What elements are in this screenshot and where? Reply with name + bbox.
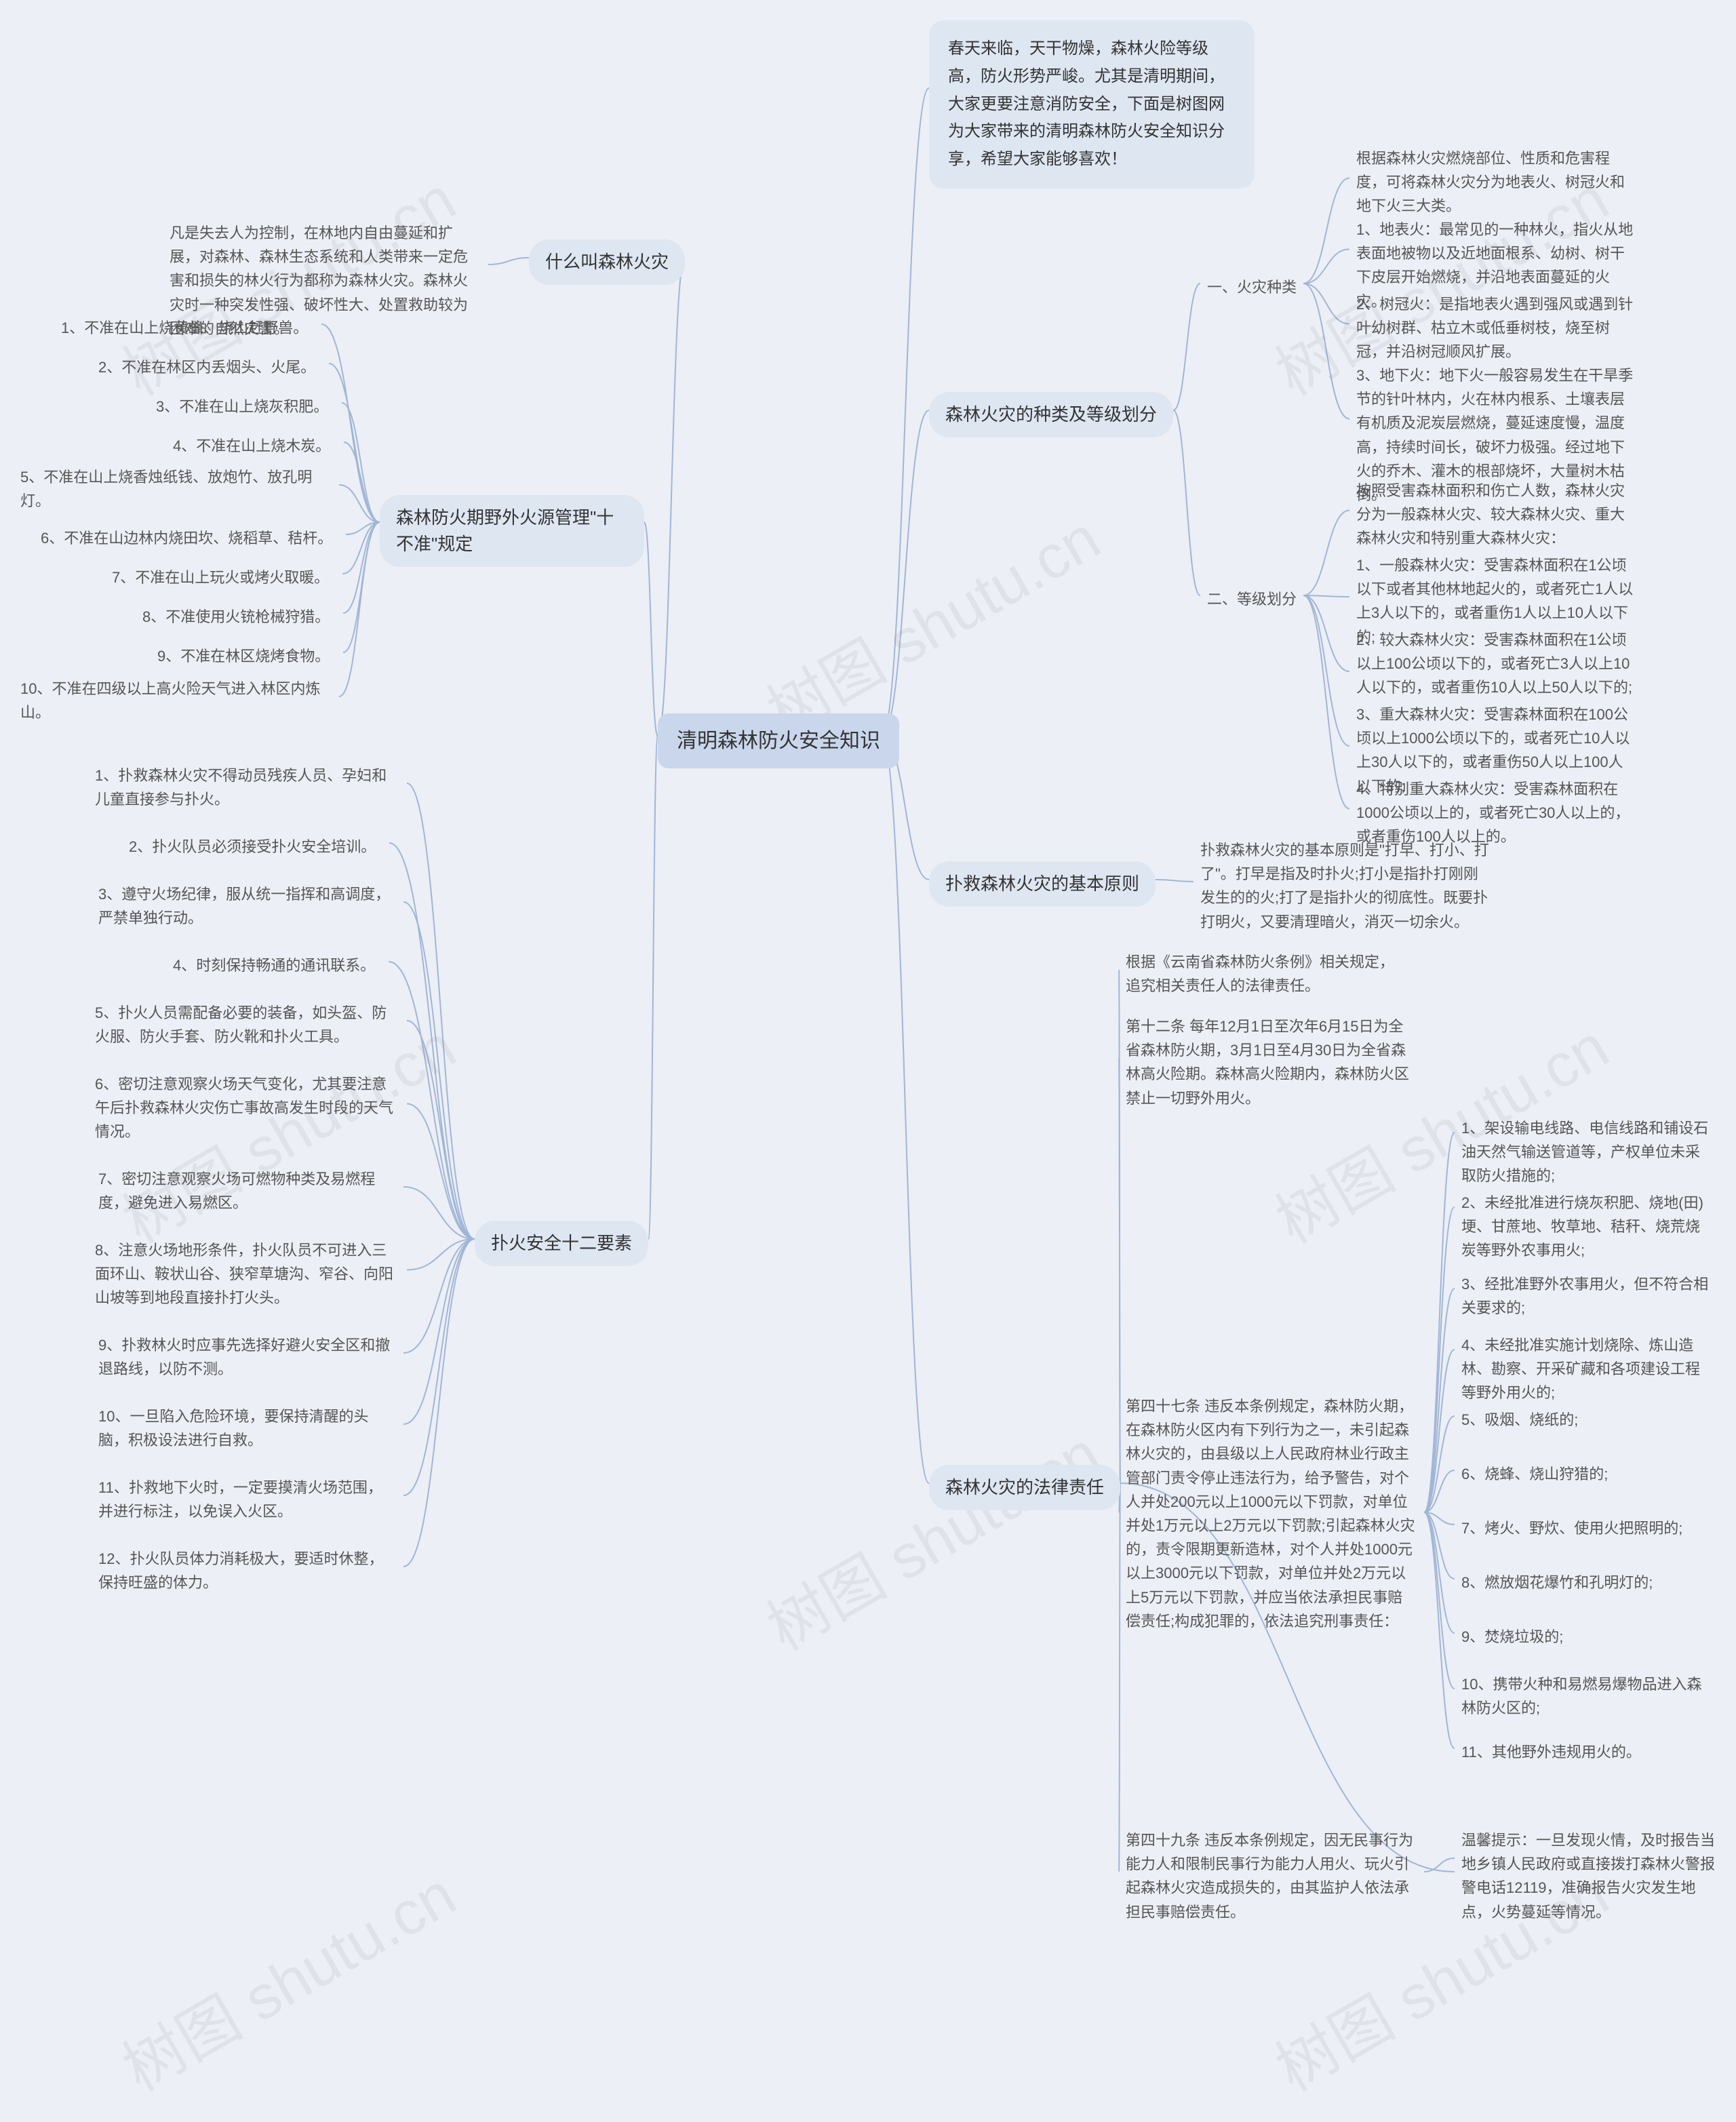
- leaf-b3-4: 5、扑火人员需配备必要的装备，如头盔、防火服、防火手套、防火靴和扑火工具。: [88, 997, 407, 1053]
- leaf-b6-1: 第十二条 每年12月1日至次年6月15日为全省森林防火期，3月1日至4月30日为…: [1119, 1010, 1424, 1114]
- leaf-b6-g2-6: 7、烤火、野炊、使用火把照明的;: [1455, 1512, 1689, 1544]
- leaf-b6-g2-9: 10、携带火种和易燃易爆物品进入森林防火区的;: [1455, 1668, 1719, 1724]
- leaf-b2-3: 4、不准在山上烧木炭。: [166, 430, 337, 462]
- leaf-b3-5: 6、密切注意观察火场天气变化，尤其要注意午后扑救森林火灾伤亡事故高发生时段的天气…: [88, 1068, 407, 1148]
- leaf-b3-6: 7、密切注意观察火场可燃物种类及易燃程度，避免进入易燃区。: [92, 1163, 403, 1219]
- leaf-b3-9: 10、一旦陷入危险环境，要保持清醒的头脑，积极设法进行自救。: [92, 1400, 403, 1456]
- watermark: 树图 shutu.cn: [749, 1405, 1113, 1666]
- leaf-b2-4: 5、不准在山上烧香烛纸钱、放炮竹、放孔明灯。: [14, 461, 339, 517]
- leaf-b6-g2-0: 1、架设输电线路、电信线路和铺设石油天然气输送管道等，产权单位未采取防火措施的;: [1455, 1112, 1719, 1192]
- leaf-b2-6: 7、不准在山上玩火或烤火取暖。: [105, 562, 336, 593]
- leaf-b2-1: 2、不准在林区内丢烟头、火尾。: [92, 351, 322, 383]
- leaf-b6-g2-2: 3、经批准野外农事用火，但不符合相关要求的;: [1455, 1268, 1719, 1324]
- leaf-b2-5: 6、不准在山边林内烧田坎、烧稻草、秸杆。: [34, 522, 339, 554]
- leaf-b5-0: 扑救森林火灾的基本原则是"打早、打小、打了"。打早是指及时扑火;打小是指扑打刚刚…: [1194, 834, 1499, 938]
- leaf-b4-g1-0: 按照受害森林面积和伤亡人数，森林火灾分为一般森林火灾、较大森林火灾、重大森林火灾…: [1349, 475, 1641, 555]
- branch-b5: 扑救森林火灾的基本原则: [929, 861, 1156, 907]
- leaf-b3-3: 4、时刻保持畅通的通讯联系。: [166, 949, 382, 981]
- leaf-b6-3: 第四十九条 违反本条例规定，因无民事行为能力人和限制民事行为能力人用火、玩火引起…: [1119, 1824, 1424, 1928]
- leaf-b2-8: 9、不准在林区烧烤食物。: [151, 640, 336, 672]
- leaf-b6-g2: 第四十七条 违反本条例规定，森林防火期，在森林防火区内有下列行为之一，未引起森林…: [1119, 1390, 1424, 1637]
- branch-b3: 扑火安全十二要素: [475, 1221, 648, 1266]
- leaf-b4-g1-2: 2、较大森林火灾：受害森林面积在1公顷以上100公顷以下的，或者死亡3人以上10…: [1349, 624, 1641, 704]
- leaf-b3-2: 3、遵守火场纪律，服从统一指挥和高调度，严禁单独行动。: [92, 878, 403, 934]
- leaf-b4-g0-2: 2、树冠火：是指地表火遇到强风或遇到针叶幼树群、枯立木或低垂树枝，烧至树冠，并沿…: [1349, 288, 1641, 368]
- leaf-b6-g2-5: 6、烧蜂、烧山狩猎的;: [1455, 1458, 1615, 1490]
- branch-b1: 什么叫森林火灾: [529, 239, 685, 285]
- leaf-b3-1: 2、扑火队员必须接受扑火安全培训。: [122, 831, 382, 863]
- leaf-b6-g2-3: 4、未经批准实施计划烧除、炼山造林、勘察、开采矿藏和各项建设工程等野外用火的;: [1455, 1329, 1719, 1409]
- group-b4-0: 一、火灾种类: [1200, 271, 1303, 303]
- branch-b2: 森林防火期野外火源管理"十不准"规定: [380, 495, 644, 567]
- leaf-b2-2: 3、不准在山上烧灰积肥。: [149, 391, 335, 423]
- watermark: 树图 shutu.cn: [749, 490, 1113, 751]
- leaf-b2-9: 10、不准在四级以上高火险天气进入林区内炼山。: [14, 673, 339, 728]
- group-b4-1: 二、等级划分: [1200, 583, 1303, 615]
- leaf-b6-0: 根据《云南省森林防火条例》相关规定，追究相关责任人的法律责任。: [1119, 946, 1404, 1002]
- leaf-b6-g2-1: 2、未经批准进行烧灰积肥、烧地(田)埂、甘蔗地、牧草地、秸秆、烧荒烧炭等野外农事…: [1455, 1187, 1719, 1267]
- leaf-b3-7: 8、注意火场地形条件，扑火队员不可进入三面环山、鞍状山谷、狭窄草塘沟、窄谷、向阳…: [88, 1234, 407, 1314]
- leaf-b3-8: 9、扑救林火时应事先选择好避火安全区和撤退路线，以防不测。: [92, 1329, 403, 1385]
- leaf-b6-g2-7: 8、燃放烟花爆竹和孔明灯的;: [1455, 1567, 1659, 1598]
- leaf-b3-10: 11、扑救地下火时，一定要摸清火场范围，并进行标注，以免误入火区。: [92, 1472, 403, 1527]
- leaf-b4-g0-0: 根据森林火灾燃烧部位、性质和危害程度，可将森林火灾分为地表火、树冠火和地下火三大…: [1349, 142, 1641, 222]
- leaf-b6-4: 温馨提示：一旦发现火情，及时报告当地乡镇人民政府或直接拨打森林火警报警电话121…: [1455, 1824, 1726, 1928]
- leaf-b2-7: 8、不准使用火铳枪械狩猎。: [136, 601, 336, 633]
- root-node: 清明森林防火安全知识: [658, 713, 899, 768]
- leaf-b2-0: 1、不准在山上烧黄蜂、烧山赶野兽。: [54, 312, 315, 344]
- leaf-b3-0: 1、扑救森林火灾不得动员残疾人员、孕妇和儿童直接参与扑火。: [88, 760, 407, 815]
- intro-node: 春天来临，天干物燥，森林火险等级高，防火形势严峻。尤其是清明期间，大家更要注意消…: [929, 20, 1255, 189]
- leaf-b6-g2-10: 11、其他野外违规用火的。: [1455, 1736, 1648, 1768]
- branch-b4: 森林火灾的种类及等级划分: [929, 392, 1173, 437]
- leaf-b6-g2-4: 5、吸烟、烧纸的;: [1455, 1404, 1585, 1436]
- branch-b6: 森林火灾的法律责任: [929, 1465, 1120, 1510]
- leaf-b6-g2-8: 9、焚烧垃圾的;: [1455, 1621, 1570, 1653]
- watermark: 树图 shutu.cn: [104, 1846, 469, 2107]
- leaf-b3-11: 12、扑火队员体力消耗极大，要适时休整，保持旺盛的体力。: [92, 1543, 403, 1598]
